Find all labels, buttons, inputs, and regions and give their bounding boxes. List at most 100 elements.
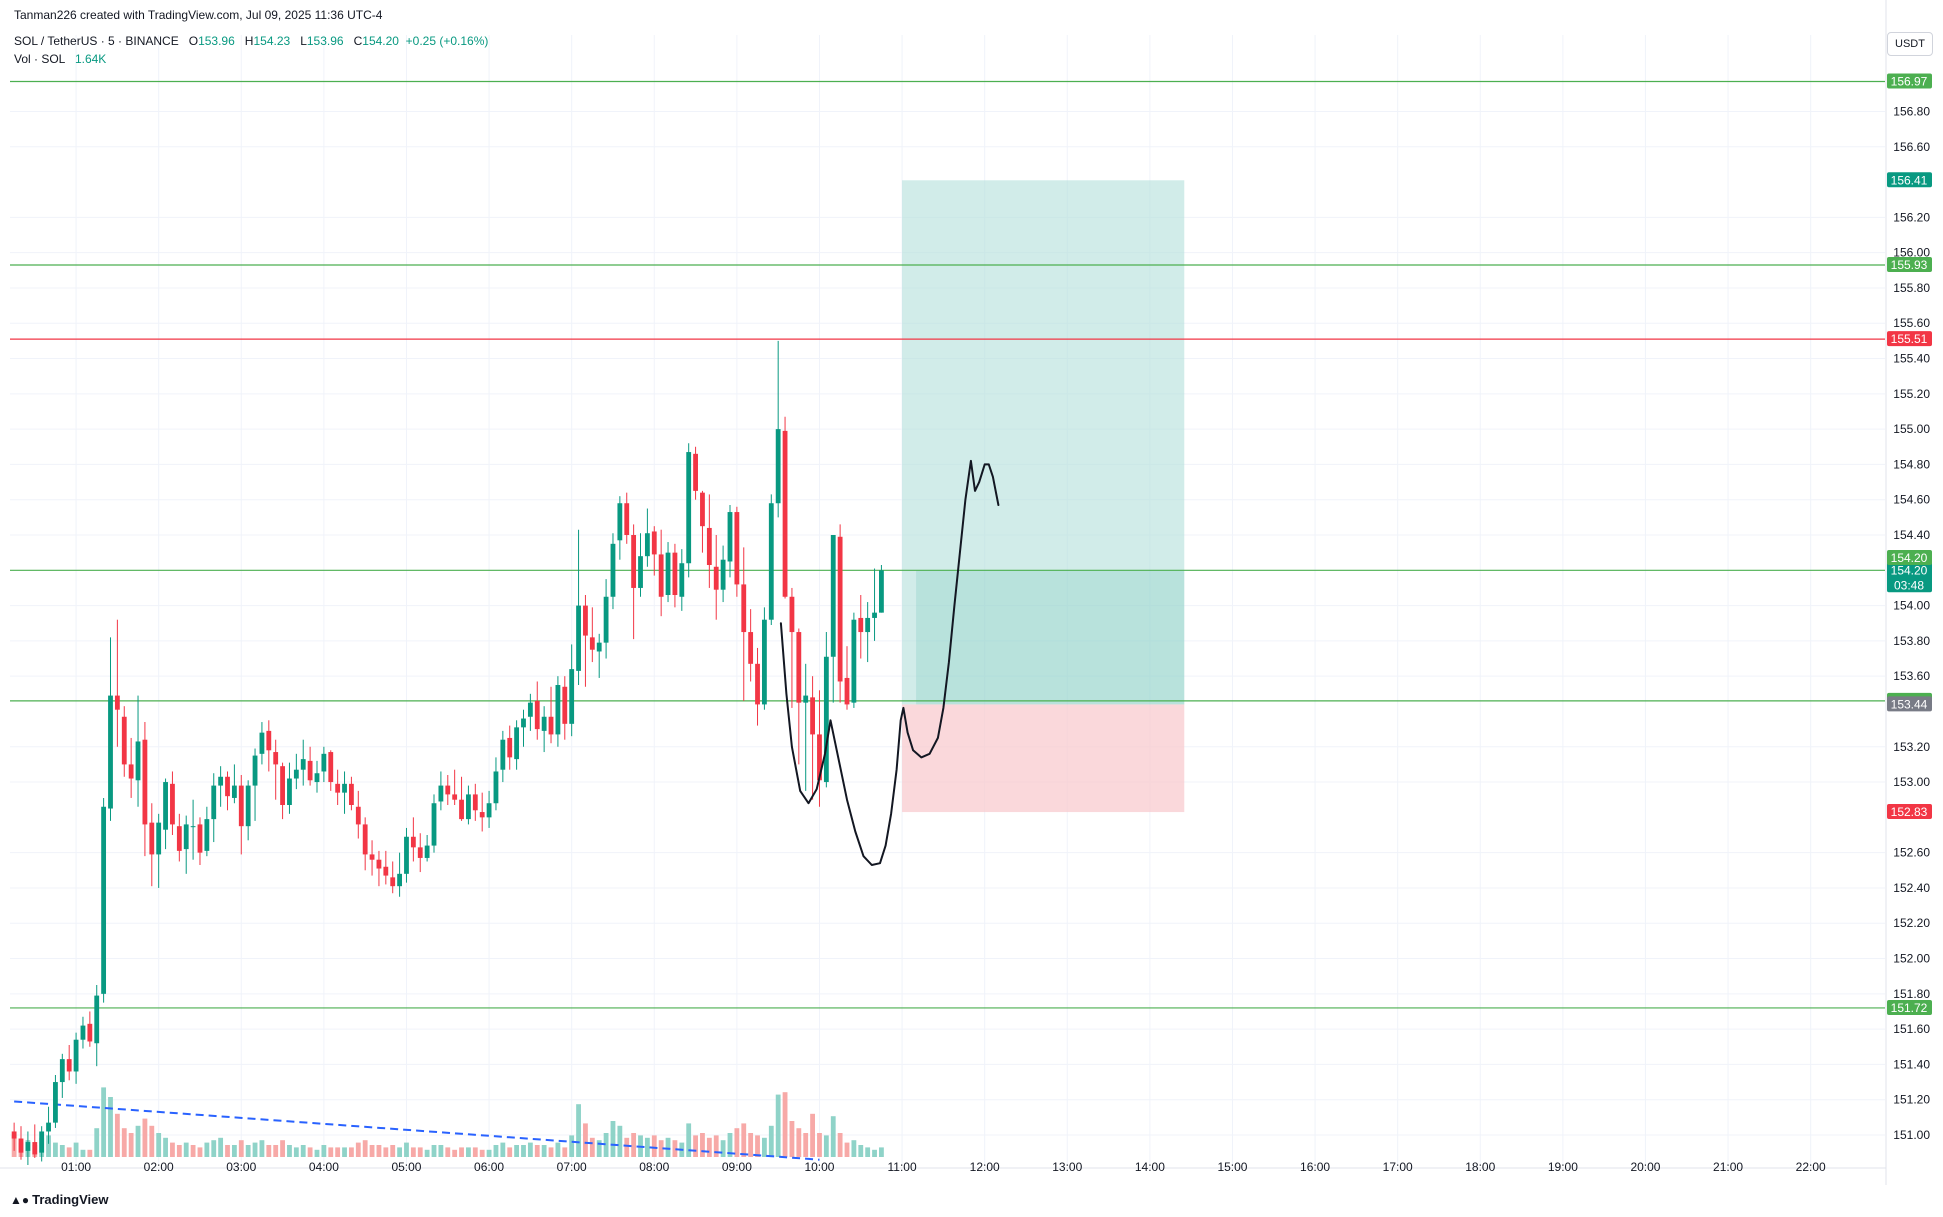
candle <box>135 695 141 807</box>
candle-body <box>128 764 134 779</box>
candle-body <box>693 453 698 491</box>
candle-body <box>73 1039 79 1072</box>
volume-bar <box>514 1145 520 1157</box>
candle-body <box>245 785 251 827</box>
level-price-badge: 156.97 <box>1887 73 1932 89</box>
volume-label: Vol · SOL <box>14 52 65 66</box>
candle <box>603 579 609 659</box>
price-badge-label: 154.20 <box>1891 551 1928 565</box>
candle-body <box>486 803 492 818</box>
candle <box>369 840 375 876</box>
volume-bar <box>328 1147 334 1157</box>
volume-bar <box>810 1113 815 1157</box>
price-tick-label: 153.80 <box>1893 634 1930 648</box>
candle-body <box>314 773 320 783</box>
volume-bar <box>314 1149 320 1157</box>
candle-body <box>404 836 409 874</box>
candle-body <box>631 535 637 588</box>
candle-body <box>204 819 210 851</box>
candle <box>644 508 650 567</box>
candle <box>108 637 113 821</box>
candle-body <box>527 702 533 717</box>
tradingview-brand[interactable]: ▲● TradingView <box>10 1192 108 1207</box>
volume-bar <box>349 1147 354 1157</box>
candle <box>273 739 279 800</box>
candle <box>39 1126 45 1162</box>
candle <box>500 730 506 783</box>
candle-body <box>273 752 279 765</box>
candle <box>383 850 389 885</box>
volume-bar <box>245 1145 251 1157</box>
candle <box>768 494 774 625</box>
candle-body <box>149 822 155 855</box>
candle <box>431 794 437 853</box>
volume-bar <box>149 1125 155 1157</box>
volume-bar <box>252 1142 258 1157</box>
candle <box>748 609 754 682</box>
candle-body <box>417 847 423 858</box>
candle-body <box>803 695 809 703</box>
candle-body <box>459 799 464 820</box>
candle <box>638 533 643 597</box>
volume-bar <box>417 1147 423 1157</box>
candle-body <box>445 785 451 795</box>
volume-bar <box>225 1145 230 1157</box>
candle <box>658 529 664 617</box>
volume-bar <box>108 1097 113 1157</box>
price-tick-label: 152.60 <box>1893 846 1930 860</box>
candle-body <box>410 836 416 848</box>
price-badge-box <box>1887 257 1932 272</box>
candle-body <box>211 785 217 820</box>
volume-bar <box>803 1133 809 1157</box>
candle-body <box>748 632 754 664</box>
volume-bar <box>466 1147 471 1157</box>
price-badge-box <box>1887 549 1932 565</box>
time-tick-label: 04:00 <box>309 1160 339 1174</box>
candle-body <box>108 695 113 809</box>
volume-bar <box>665 1137 671 1157</box>
trendline-dashed <box>14 1100 820 1161</box>
volume-bar <box>761 1137 767 1157</box>
candle <box>101 797 107 1003</box>
candle-body <box>383 866 389 876</box>
volume-bar <box>521 1145 526 1157</box>
candle <box>562 676 568 740</box>
candle-body <box>438 785 444 802</box>
close-value: 154.20 <box>362 34 399 48</box>
volume-bar <box>789 1121 795 1157</box>
price-tick-label: 155.20 <box>1893 387 1930 401</box>
time-tick-label: 12:00 <box>970 1160 1000 1174</box>
time-tick-label: 18:00 <box>1465 1160 1495 1174</box>
candle <box>789 587 795 708</box>
volume-bar <box>858 1145 864 1157</box>
candle-body <box>858 617 864 633</box>
candle-body <box>610 543 616 597</box>
volume-bar <box>589 1137 595 1157</box>
time-tick-label: 09:00 <box>722 1160 752 1174</box>
volume-bar <box>410 1147 416 1157</box>
volume-bar <box>376 1145 382 1157</box>
candle-body <box>865 617 871 633</box>
open-label: O <box>188 34 199 48</box>
volume-bar <box>748 1133 754 1157</box>
volume-bar <box>397 1147 403 1157</box>
volume-legend[interactable]: Vol · SOL 1.64K <box>14 52 106 66</box>
candle <box>486 790 492 828</box>
candle <box>53 1075 58 1128</box>
price-axis: 156.80 156.60 156.20 156.00 155.80 155.60 155.… <box>1885 0 1932 1185</box>
candle <box>287 762 292 814</box>
volume-bar <box>87 1149 93 1157</box>
volume-bar <box>562 1147 568 1157</box>
volume-bar <box>768 1125 774 1157</box>
candle <box>328 750 334 791</box>
symbol-legend[interactable]: SOL / TetherUS · 5 · BINANCE O153.96 H15… <box>14 34 488 48</box>
level-price-badge: 155.51 <box>1887 331 1932 347</box>
currency-unit-button[interactable]: USDT <box>1887 32 1933 56</box>
candle-body <box>183 824 189 850</box>
candle <box>830 535 836 703</box>
price-tick-label: 156.80 <box>1893 104 1930 118</box>
volume-bar <box>266 1145 272 1157</box>
candle <box>362 817 368 871</box>
candle <box>245 780 251 841</box>
